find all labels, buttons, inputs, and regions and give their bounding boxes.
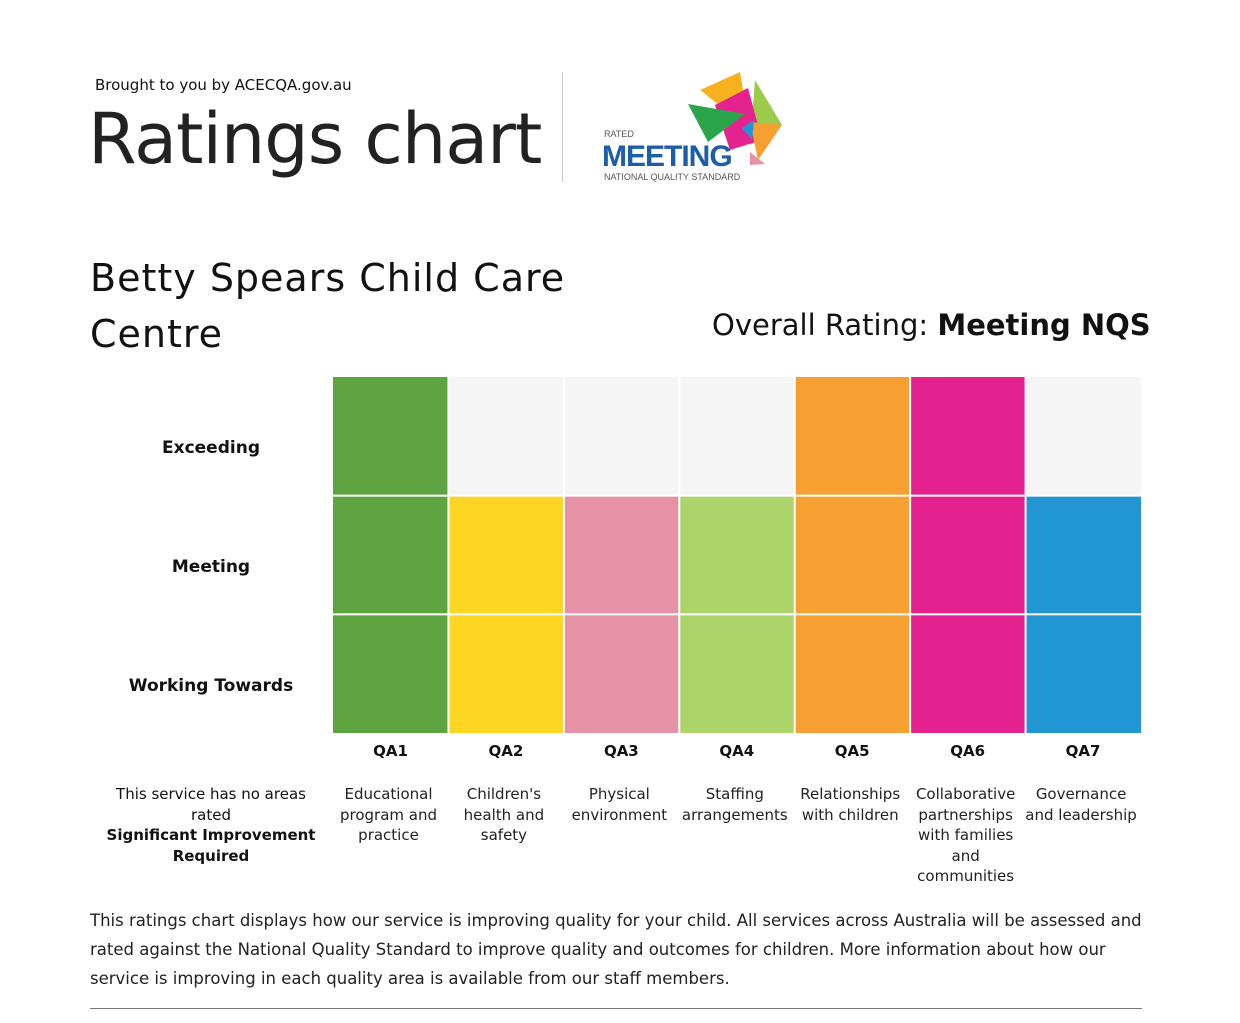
cell-qa5-meeting (795, 496, 910, 614)
footer-rule (90, 1008, 1142, 1009)
cell-qa6-meeting (911, 496, 1025, 614)
footer-text: This ratings chart displays how our serv… (90, 911, 1142, 988)
cell-qa1-exceeding (333, 377, 448, 495)
cell-qa7-meeting (1026, 496, 1141, 614)
sir-note-line2: Significant Improvement Required (106, 826, 316, 865)
qa-description-3: Physical environment (571, 785, 668, 824)
cell-qa3-meeting (564, 496, 679, 614)
cell-qa5-working-towards (795, 615, 910, 733)
qa-description-7: Governance and leadership (1025, 785, 1137, 824)
logo-rated-text: RATED (604, 129, 634, 139)
service-name: Betty Spears Child Care Centre (90, 256, 566, 356)
cell-qa4-working-towards (680, 615, 794, 733)
overall-label: Overall Rating: (712, 308, 929, 342)
qa-label-3: QA3 (603, 742, 639, 760)
qa-label-7: QA7 (1065, 742, 1101, 760)
cell-qa1-working-towards (333, 615, 448, 733)
cell-qa7-exceeding (1026, 377, 1141, 495)
cell-qa4-meeting (680, 496, 794, 614)
cell-qa2-working-towards (449, 615, 563, 733)
qa-description-2: Children's health and safety (463, 785, 545, 844)
qa-label-1: QA1 (373, 742, 408, 760)
cell-qa3-exceeding (564, 377, 679, 495)
ratings-grid (333, 377, 1141, 733)
sir-note-line1: This service has no areas rated (116, 785, 306, 824)
qa-label-4: QA4 (719, 742, 755, 760)
qa-description-6: Collaborative partnerships with families… (915, 785, 1016, 885)
cell-qa4-exceeding (680, 377, 794, 495)
row-label-working-towards: Working Towards (128, 676, 294, 696)
qa-label-6: QA6 (950, 742, 986, 760)
row-label-exceeding: Exceeding (162, 438, 260, 458)
cell-qa2-meeting (449, 496, 563, 614)
qa-label-2: QA2 (488, 742, 524, 760)
qa-label-5: QA5 (834, 742, 870, 760)
cell-qa1-meeting (333, 496, 448, 614)
logo-meeting-text: MEETING (602, 140, 732, 173)
rated-meeting-logo: RATED MEETING NATIONAL QUALITY STANDARD (602, 72, 782, 182)
qa-description-5: Relationships with children (800, 785, 901, 824)
row-label-meeting: Meeting (171, 557, 251, 577)
cell-qa6-working-towards (911, 615, 1025, 733)
qa-description-1: Educational program and practice (339, 785, 438, 844)
qa-description-4: Staffing arrangements (681, 785, 788, 824)
cell-qa6-exceeding (911, 377, 1025, 495)
cell-qa7-working-towards (1026, 615, 1141, 733)
logo-nqs-text: NATIONAL QUALITY STANDARD (604, 172, 741, 182)
header-divider (562, 72, 563, 182)
overall-value: Meeting NQS (937, 308, 1151, 342)
cell-qa2-exceeding (449, 377, 563, 495)
cell-qa3-working-towards (564, 615, 679, 733)
overall-rating: Overall Rating: Meeting NQS (712, 308, 1151, 342)
cell-qa5-exceeding (795, 377, 910, 495)
brought-by-text: Brought to you by ACECQA.gov.au (95, 76, 352, 94)
sir-note: This service has no areas rated Signific… (95, 784, 327, 866)
page-title: Ratings chart (88, 98, 542, 180)
